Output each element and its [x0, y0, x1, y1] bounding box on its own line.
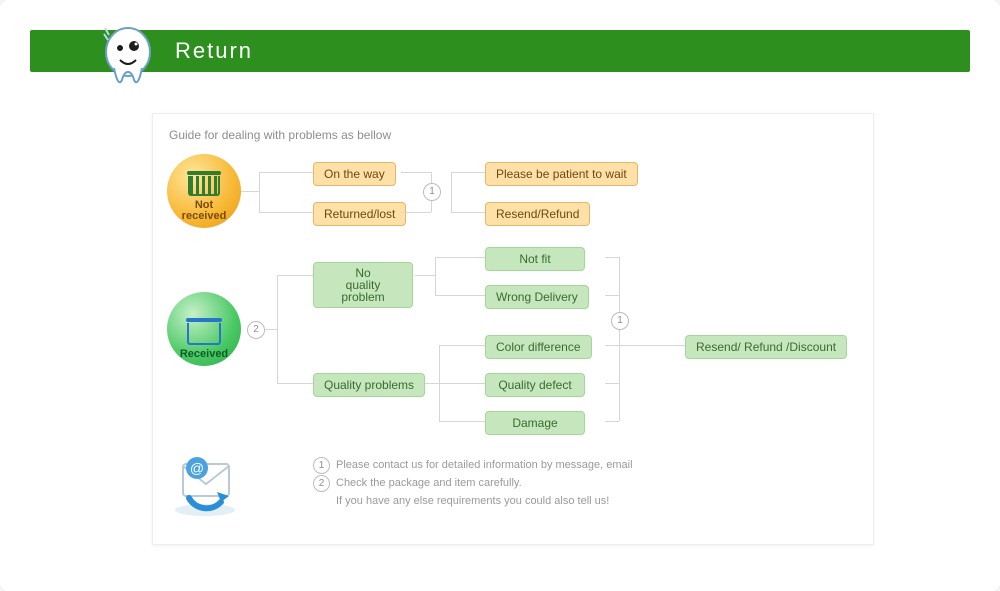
pill-quality-problems: Quality problems — [313, 373, 425, 397]
note-3: If you have any else requirements you co… — [336, 492, 633, 510]
badge-not-received-label: Not received — [182, 200, 227, 222]
connector — [439, 383, 485, 384]
pill-damage: Damage — [485, 411, 585, 435]
banner: Return — [30, 30, 970, 72]
notes: 1 Please contact us for detailed informat… — [313, 456, 633, 510]
email-icon: @ — [167, 448, 243, 518]
connector — [435, 295, 485, 296]
connector — [451, 172, 452, 212]
connector — [277, 383, 313, 384]
badge-not-received: Not received — [167, 154, 241, 228]
connector — [425, 383, 439, 384]
connector — [435, 257, 485, 258]
svg-text:@: @ — [190, 460, 204, 476]
note-3-text: If you have any else requirements you co… — [336, 495, 609, 507]
note-2-text: Check the package and item carefully. — [336, 477, 522, 489]
flow-panel: Guide for dealing with problems as bello… — [152, 113, 874, 545]
pill-not-fit: Not fit — [485, 247, 585, 271]
guide-text: Guide for dealing with problems as bello… — [169, 128, 391, 142]
connector — [277, 275, 278, 383]
pill-quality-defect: Quality defect — [485, 373, 585, 397]
tooth-mascot-icon — [100, 22, 155, 92]
note-1-text: Please contact us for detailed informati… — [336, 459, 633, 471]
connector — [265, 329, 277, 330]
note-2: 2 Check the package and item carefully. — [313, 474, 633, 492]
connector — [277, 275, 313, 276]
note-1: 1 Please contact us for detailed informat… — [313, 456, 633, 474]
connector — [241, 191, 259, 192]
connector — [435, 257, 436, 295]
connector — [401, 172, 431, 173]
connector — [439, 421, 485, 422]
step-marker-1: 1 — [423, 183, 441, 201]
connector — [439, 345, 485, 346]
connector — [619, 257, 620, 421]
pill-resend-refund: Resend/Refund — [485, 202, 590, 226]
connector — [451, 172, 485, 173]
connector — [401, 212, 431, 213]
banner-title: Return — [175, 30, 970, 72]
connector — [415, 275, 435, 276]
pill-be-patient: Please be patient to wait — [485, 162, 638, 186]
page: Return Guide for dealing with problems a… — [0, 0, 1000, 591]
connector — [605, 345, 619, 346]
note-marker-1: 1 — [313, 457, 330, 474]
connector — [259, 172, 313, 173]
connector — [259, 212, 313, 213]
badge-received: Received — [167, 292, 241, 366]
connector — [259, 172, 260, 212]
badge-received-label: Received — [180, 349, 228, 360]
pill-no-quality-problem: No quality problem — [313, 262, 413, 308]
connector — [619, 345, 685, 346]
pill-returned-lost: Returned/lost — [313, 202, 406, 226]
connector — [451, 212, 485, 213]
pill-outcome: Resend/ Refund /Discount — [685, 335, 847, 359]
connector — [605, 383, 619, 384]
step-marker-2a: 2 — [247, 321, 265, 339]
connector — [605, 421, 619, 422]
basket-icon — [188, 176, 220, 196]
step-marker-1b: 1 — [611, 312, 629, 330]
pill-on-the-way: On the way — [313, 162, 396, 186]
pill-color-diff: Color difference — [485, 335, 592, 359]
note-marker-2: 2 — [313, 475, 330, 492]
basket-icon — [187, 323, 221, 345]
connector — [605, 295, 619, 296]
pill-wrong-delivery: Wrong Delivery — [485, 285, 589, 309]
connector — [605, 257, 619, 258]
